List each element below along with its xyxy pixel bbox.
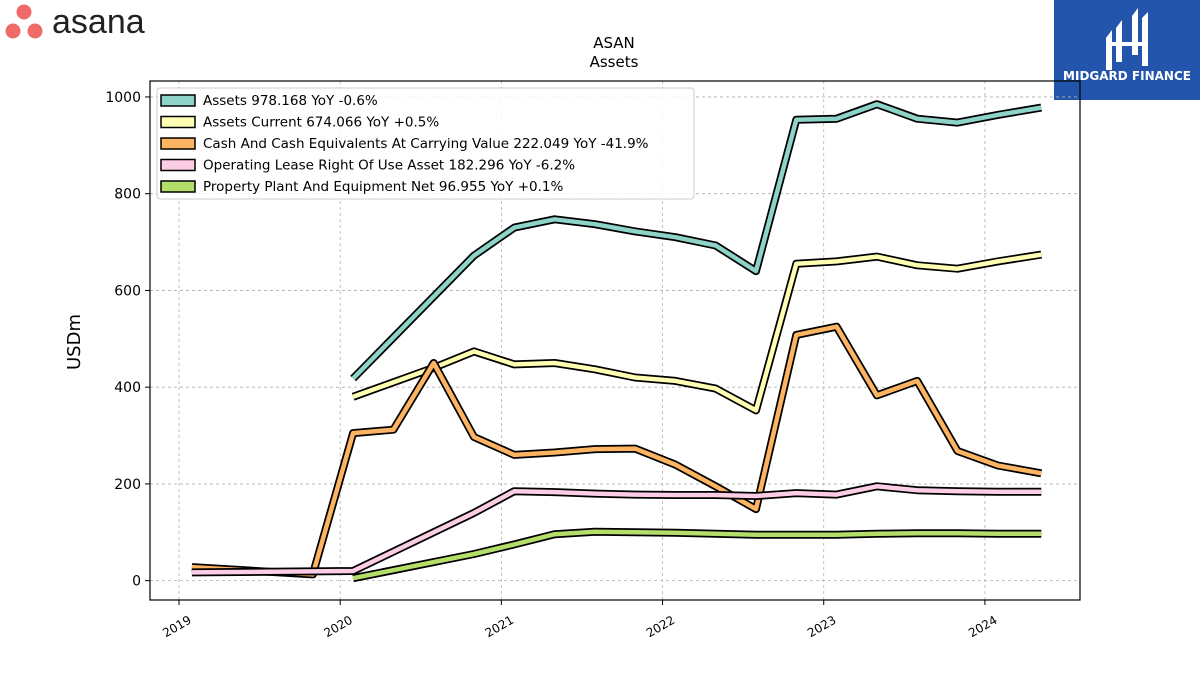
x-tick-label: 2021 xyxy=(483,613,516,640)
series-4 xyxy=(352,527,1042,583)
x-tick-label: 2019 xyxy=(160,613,193,640)
y-tick-label: 400 xyxy=(114,380,141,396)
legend-swatch xyxy=(160,180,196,193)
chart-title: ASAN xyxy=(593,34,635,52)
chart-subtitle: Assets xyxy=(590,53,639,71)
legend-swatch xyxy=(160,94,196,107)
y-axis: 0 200 400 600 800 1000 xyxy=(105,90,150,590)
series-layer xyxy=(191,100,1043,583)
series-1 xyxy=(351,250,1042,415)
x-tick-label: 2020 xyxy=(321,613,354,640)
x-tick-label: 2022 xyxy=(644,613,677,640)
legend-entry: Assets Current 674.066 YoY +0.5% xyxy=(203,115,439,131)
legend-entry: Property Plant And Equipment Net 96.955 … xyxy=(203,179,563,195)
legend-entry: Cash And Cash Equivalents At Carrying Va… xyxy=(203,136,649,152)
legend-entry: Assets 978.168 YoY -0.6% xyxy=(203,93,378,109)
series-2 xyxy=(191,322,1043,579)
series-line xyxy=(191,324,1042,577)
midgard-wordmark: MIDGARD FINANCE xyxy=(1063,69,1191,83)
x-axis: 2019 2020 2021 2022 2023 2024 xyxy=(160,600,1000,640)
x-tick-label: 2023 xyxy=(805,613,838,640)
series-line-outline xyxy=(352,527,1042,583)
series-line xyxy=(191,484,1042,575)
y-tick-label: 0 xyxy=(132,574,141,590)
legend-box xyxy=(156,87,695,200)
legend: Assets 978.168 YoY -0.6% Assets Current 6… xyxy=(156,87,695,200)
series-0 xyxy=(350,100,1042,382)
legend-swatch xyxy=(160,158,196,172)
legend-swatch xyxy=(160,137,196,150)
asana-dots-icon xyxy=(5,4,43,39)
y-tick-label: 200 xyxy=(114,477,141,493)
legend-swatch xyxy=(160,115,196,129)
midgard-emblem-icon xyxy=(1106,8,1148,70)
asana-logo: asana xyxy=(5,3,145,41)
series-line xyxy=(352,529,1042,581)
series-line xyxy=(351,101,1042,381)
midgard-finance-logo: MIDGARD FINANCE xyxy=(1054,0,1200,100)
series-3 xyxy=(191,482,1042,577)
y-axis-label: USDm xyxy=(64,314,85,370)
x-tick-label: 2024 xyxy=(966,613,999,640)
y-tick-label: 1000 xyxy=(105,90,141,106)
y-tick-label: 800 xyxy=(114,187,141,203)
plot-frame xyxy=(149,80,1081,601)
series-line xyxy=(352,252,1042,413)
y-tick-label: 600 xyxy=(114,283,141,299)
legend-entry: Operating Lease Right Of Use Asset 182.2… xyxy=(203,158,575,174)
asana-wordmark: asana xyxy=(52,3,145,41)
